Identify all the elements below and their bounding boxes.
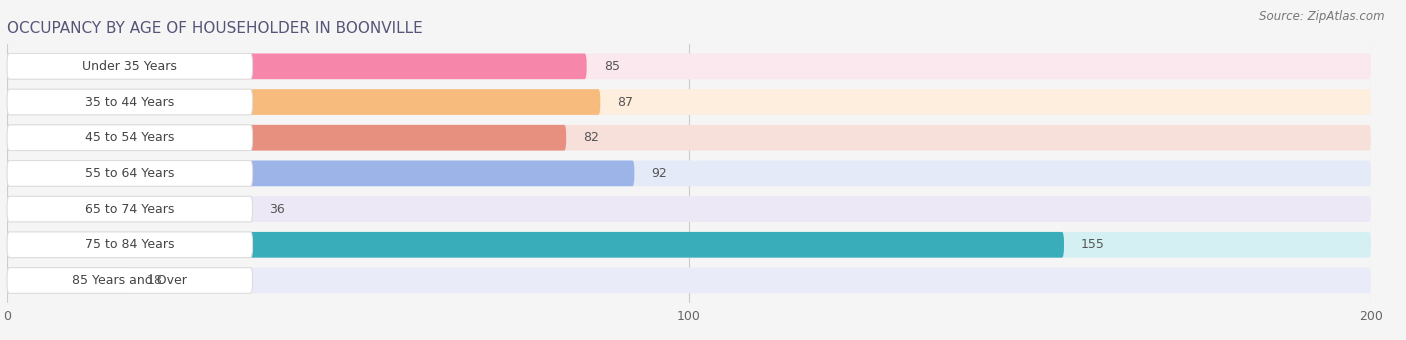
FancyBboxPatch shape: [7, 268, 1371, 293]
FancyBboxPatch shape: [7, 89, 600, 115]
FancyBboxPatch shape: [7, 160, 253, 186]
Text: 82: 82: [583, 131, 599, 144]
Text: 75 to 84 Years: 75 to 84 Years: [84, 238, 174, 251]
FancyBboxPatch shape: [7, 160, 634, 186]
FancyBboxPatch shape: [7, 89, 1371, 115]
FancyBboxPatch shape: [7, 268, 253, 293]
Text: 85 Years and Over: 85 Years and Over: [72, 274, 187, 287]
FancyBboxPatch shape: [7, 196, 253, 222]
Text: 85: 85: [603, 60, 620, 73]
FancyBboxPatch shape: [7, 53, 1371, 79]
FancyBboxPatch shape: [7, 196, 1371, 222]
FancyBboxPatch shape: [7, 125, 1371, 151]
Text: 35 to 44 Years: 35 to 44 Years: [86, 96, 174, 108]
Text: 36: 36: [270, 203, 285, 216]
FancyBboxPatch shape: [7, 53, 253, 79]
Text: 92: 92: [651, 167, 668, 180]
Text: 155: 155: [1081, 238, 1105, 251]
FancyBboxPatch shape: [7, 232, 1064, 258]
FancyBboxPatch shape: [7, 53, 586, 79]
Text: Source: ZipAtlas.com: Source: ZipAtlas.com: [1260, 10, 1385, 23]
FancyBboxPatch shape: [7, 125, 253, 151]
Text: 55 to 64 Years: 55 to 64 Years: [86, 167, 174, 180]
FancyBboxPatch shape: [7, 160, 1371, 186]
FancyBboxPatch shape: [7, 268, 129, 293]
Text: 18: 18: [146, 274, 163, 287]
Text: 45 to 54 Years: 45 to 54 Years: [86, 131, 174, 144]
FancyBboxPatch shape: [7, 196, 253, 222]
FancyBboxPatch shape: [7, 232, 253, 258]
Text: 65 to 74 Years: 65 to 74 Years: [86, 203, 174, 216]
FancyBboxPatch shape: [7, 125, 567, 151]
Text: Under 35 Years: Under 35 Years: [83, 60, 177, 73]
FancyBboxPatch shape: [7, 232, 1371, 258]
Text: 87: 87: [617, 96, 633, 108]
Text: OCCUPANCY BY AGE OF HOUSEHOLDER IN BOONVILLE: OCCUPANCY BY AGE OF HOUSEHOLDER IN BOONV…: [7, 21, 423, 36]
FancyBboxPatch shape: [7, 89, 253, 115]
